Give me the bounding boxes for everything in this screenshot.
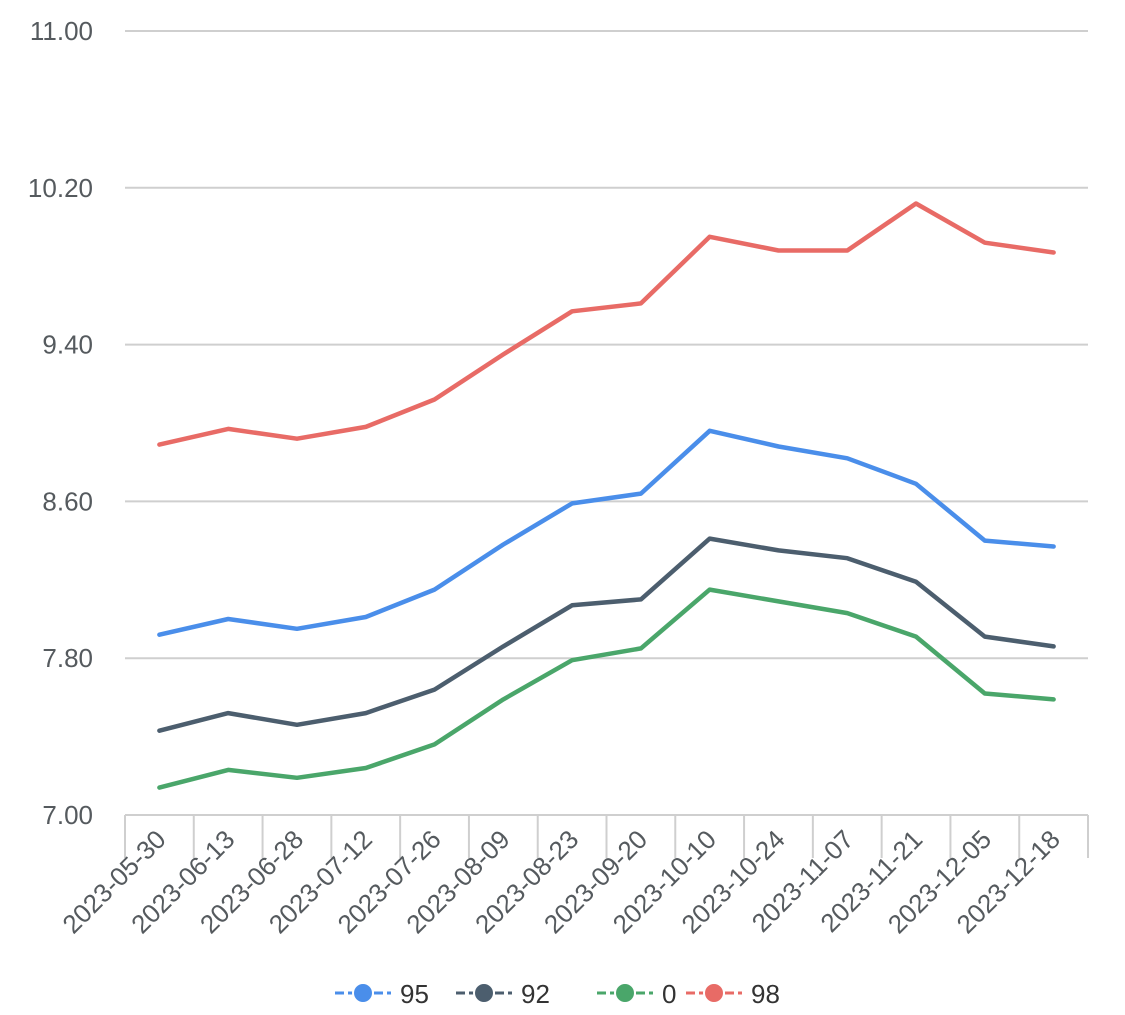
legend-label-0: 0 [662,979,676,1009]
y-axis: 7.00 7.80 8.60 9.40 10.20 11.00 [28,16,93,830]
legend-marker-92 [473,982,495,1004]
series-line-98 [157,201,1056,447]
series-line-92 [157,536,1056,733]
legend: 95 92 0 98 [335,979,780,1009]
series-line-0 [157,587,1056,790]
legend-marker-0 [614,982,636,1004]
legend-label-98: 98 [751,979,780,1009]
series-line-95 [157,428,1056,637]
y-tick-label: 9.40 [42,330,93,360]
legend-marker-98 [703,982,725,1004]
legend-label-92: 92 [521,979,550,1009]
y-tick-label: 8.60 [42,486,93,516]
y-tick-label: 7.00 [42,800,93,830]
y-tick-label: 10.20 [28,173,93,203]
y-tick-label: 7.80 [42,643,93,673]
legend-label-95: 95 [400,979,429,1009]
y-tick-label: 11.00 [30,16,93,46]
legend-marker-95 [352,982,374,1004]
x-axis: 2023-05-302023-06-132023-06-282023-07-12… [56,814,1089,939]
series-lines [157,201,1056,790]
y-gridlines [125,30,1088,660]
